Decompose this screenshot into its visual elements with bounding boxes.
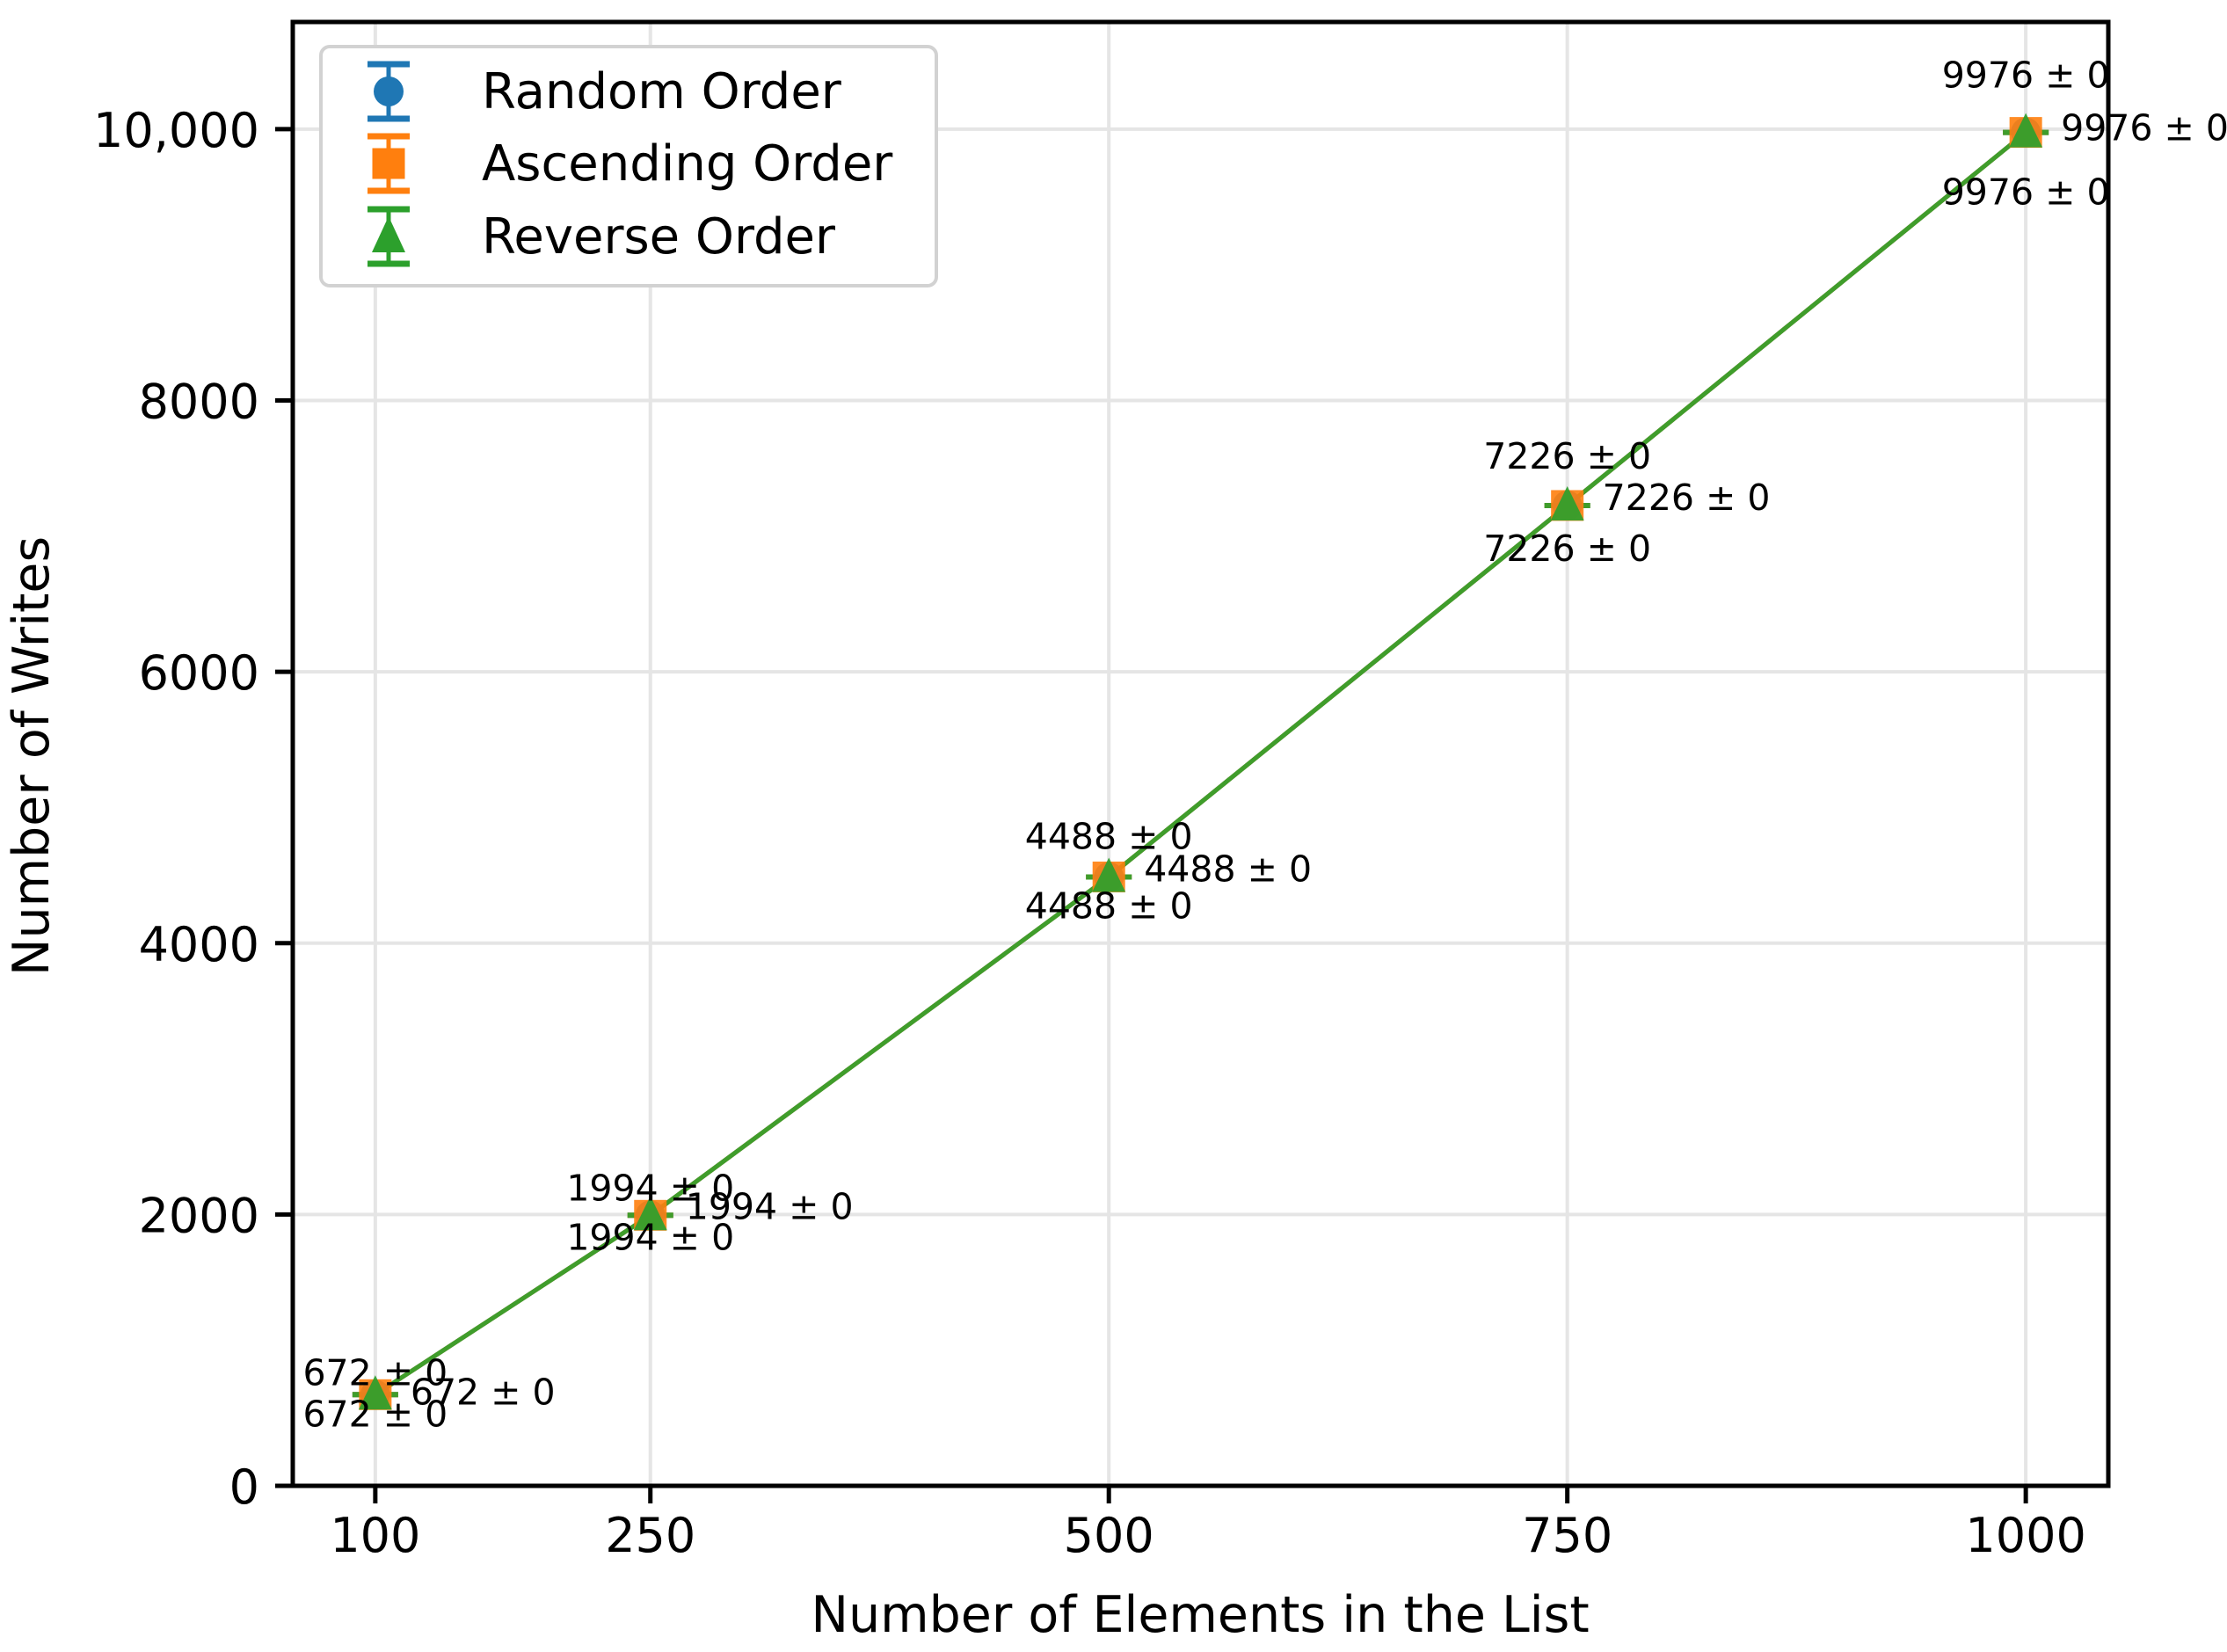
data-point-triangle [2009, 113, 2043, 148]
annotation-label: 4488 ± 0 [1144, 848, 1312, 890]
legend-square-marker-icon [372, 148, 405, 179]
annotation-label: 1994 ± 0 [686, 1185, 854, 1227]
legend-item-label: Ascending Order [482, 135, 893, 193]
annotation-label: 672 ± 0 [411, 1371, 556, 1413]
legend-box [319, 45, 938, 287]
x-axis-label: Number of Elements in the List [811, 1586, 1589, 1644]
x-tick-label: 1000 [1965, 1508, 2085, 1563]
annotation-label: 7226 ± 0 [1483, 435, 1651, 477]
annotation-label: 9976 ± 0 [1942, 55, 2110, 97]
y-tick-label: 0 [229, 1459, 259, 1515]
axes-layer: 100 250 500 750 1000 0 2000 4000 6000 8000 10,000 [93, 103, 2086, 1563]
x-tick-label: 750 [1522, 1508, 1612, 1563]
y-tick-label: 6000 [139, 645, 259, 701]
data-layer [352, 113, 2049, 1410]
annotation-label: 672 ± 0 [302, 1393, 448, 1435]
x-tick-label: 500 [1064, 1508, 1154, 1563]
y-tick-label: 2000 [139, 1188, 259, 1243]
data-point-triangle [1092, 857, 1126, 892]
y-axis-label: Number of Writes [3, 536, 61, 976]
annotations-layer: 672 ± 0 1994 ± 0 4488 ± 0 7226 ± 0 9976 ± 0 6… [302, 55, 2227, 1436]
x-tick-label: 250 [605, 1508, 695, 1563]
y-tick-label: 4000 [139, 917, 259, 972]
legend-item-label: Random Order [482, 63, 842, 120]
legend-item-label: Reverse Order [482, 208, 836, 266]
annotation-label: 672 ± 0 [302, 1351, 448, 1394]
y-tick-label: 10,000 [93, 103, 259, 158]
y-tick-label: 8000 [139, 375, 259, 430]
annotation-label: 1994 ± 0 [566, 1216, 734, 1258]
legend-circle-marker-icon [374, 76, 404, 106]
annotation-label: 4488 ± 0 [1025, 815, 1193, 857]
x-tick-label: 100 [330, 1508, 420, 1563]
data-point-triangle [633, 1196, 667, 1231]
legend: Random Order Ascending Order Reverse Order [319, 45, 938, 287]
annotation-label: 1994 ± 0 [566, 1167, 734, 1209]
legend-triangle-marker-icon [372, 216, 405, 252]
annotation-label: 4488 ± 0 [1025, 884, 1193, 927]
data-point-triangle [358, 1375, 392, 1410]
annotation-label: 9976 ± 0 [2061, 107, 2227, 149]
annotation-label: 9976 ± 0 [1942, 171, 2110, 214]
plot-border [290, 19, 2111, 1488]
data-point-triangle [1550, 485, 1584, 520]
annotation-label: 7226 ± 0 [1603, 477, 1771, 519]
annotation-label: 7226 ± 0 [1483, 528, 1651, 570]
